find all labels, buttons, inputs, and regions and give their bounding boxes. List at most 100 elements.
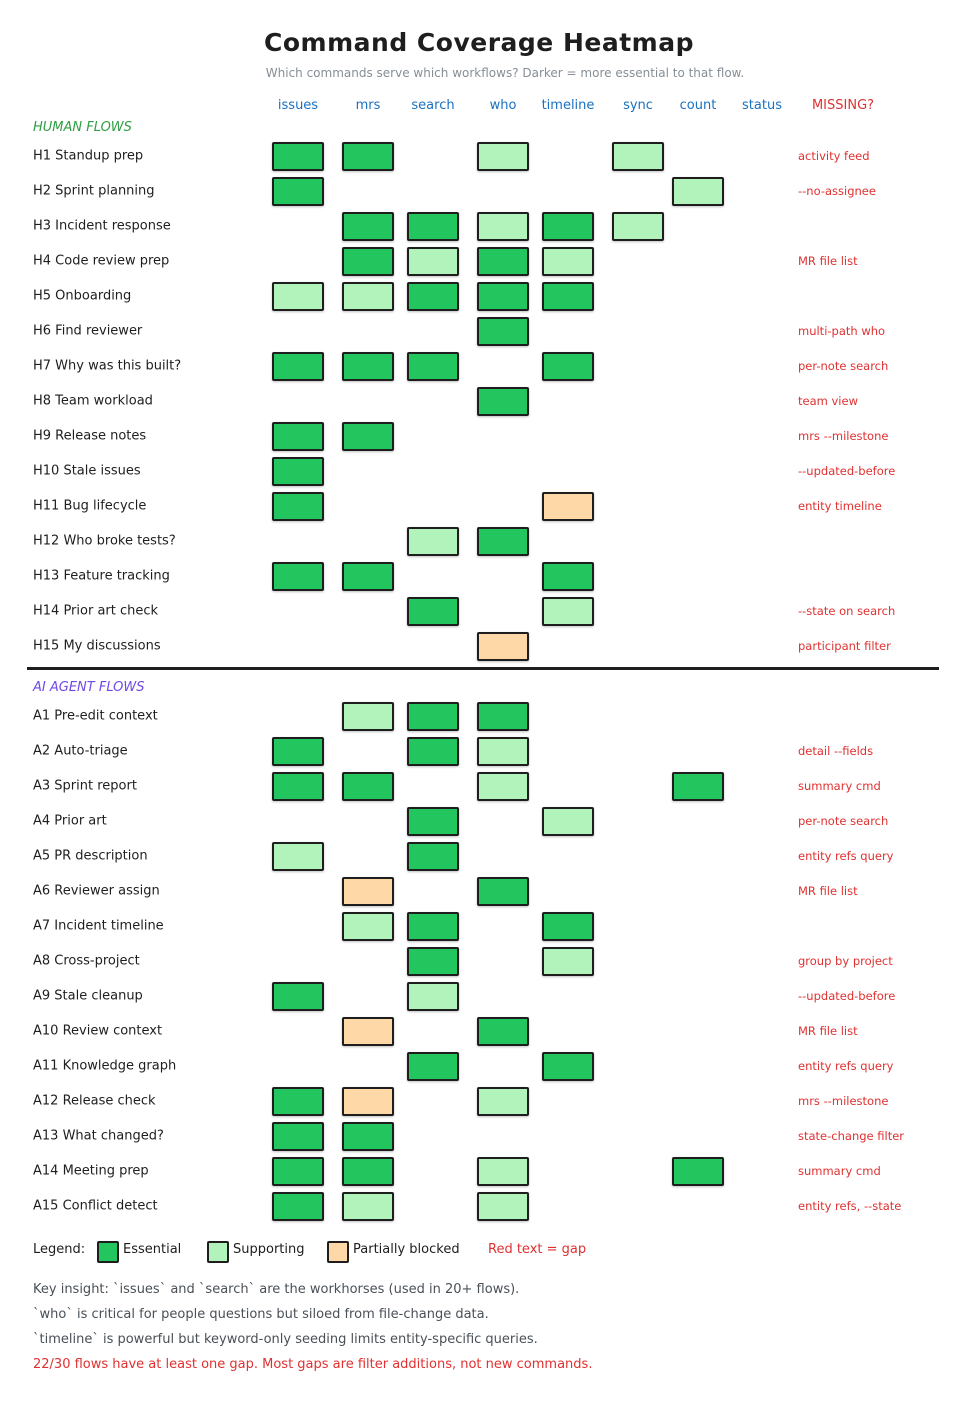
row-label: H8 Team workload (33, 393, 153, 409)
heatmap-cell-essential (272, 982, 324, 1011)
heatmap-cell-supporting (477, 212, 529, 241)
heatmap-cell-supporting (407, 982, 459, 1011)
section-divider (27, 667, 939, 670)
row-label: H2 Sprint planning (33, 183, 155, 199)
heatmap-cell-supporting (477, 1192, 529, 1221)
heatmap-cell-essential (272, 1192, 324, 1221)
gap-text: state-change filter (798, 1129, 905, 1143)
heatmap-cell-supporting (542, 597, 594, 626)
heatmap-cell-essential (542, 562, 594, 591)
column-header-missing: MISSING? (811, 98, 875, 113)
heatmap-cell-essential (342, 562, 394, 591)
gap-text: mrs --milestone (798, 429, 889, 443)
row-label: H5 Onboarding (33, 288, 132, 304)
heatmap-cell-essential (542, 352, 594, 381)
note-line: `timeline` is powerful but keyword-only … (33, 1332, 538, 1347)
heatmap-cell-essential (407, 1052, 459, 1081)
legend-gap-note: Red text = gap (488, 1242, 587, 1257)
row-label: H1 Standup prep (33, 148, 144, 164)
group-header: HUMAN FLOWS (33, 120, 132, 135)
heatmap-cell-essential (477, 317, 529, 346)
gap-text: --state on search (798, 604, 896, 618)
row-label: A2 Auto-triage (33, 743, 128, 759)
heatmap-cell-essential (272, 772, 324, 801)
heatmap-cell-essential (272, 422, 324, 451)
row-label: A1 Pre-edit context (33, 708, 158, 724)
heatmap-cell-essential (272, 737, 324, 766)
heatmap-cell-supporting (542, 947, 594, 976)
heatmap-cell-supporting (477, 1087, 529, 1116)
gap-text: entity refs query (798, 1059, 894, 1073)
legend-swatch-supporting (207, 1241, 229, 1263)
row-label: A5 PR description (33, 848, 148, 864)
heatmap-cell-essential (272, 457, 324, 486)
heatmap-cell-essential (407, 282, 459, 311)
heatmap-cell-partially-blocked (342, 1017, 394, 1046)
heatmap-cell-partially-blocked (342, 1087, 394, 1116)
heatmap-cell-supporting (542, 807, 594, 836)
gap-text: MR file list (798, 1024, 858, 1038)
heatmap-cell-supporting (342, 1192, 394, 1221)
legend-partial: Partially blocked (353, 1242, 460, 1257)
row-label: A6 Reviewer assign (33, 883, 160, 899)
gap-text: activity feed (798, 149, 870, 163)
column-header-mrs: mrs (355, 98, 381, 113)
heatmap-cell-essential (342, 1122, 394, 1151)
heatmap-cell-supporting (272, 282, 324, 311)
heatmap-cell-supporting (342, 702, 394, 731)
heatmap-cell-supporting (612, 212, 664, 241)
heatmap-cell-essential (272, 177, 324, 206)
column-header-sync: sync (623, 98, 653, 113)
heatmap-cell-essential (272, 492, 324, 521)
heatmap-cell-essential (272, 1087, 324, 1116)
gap-text: team view (798, 394, 858, 408)
heatmap-cell-essential (407, 842, 459, 871)
gap-text: --updated-before (798, 989, 896, 1003)
heatmap-cell-supporting (477, 1157, 529, 1186)
row-label: A11 Knowledge graph (33, 1058, 177, 1074)
legend-swatch-essential (97, 1241, 119, 1263)
gap-text: --updated-before (798, 464, 896, 478)
gap-text: entity refs query (798, 849, 894, 863)
heatmap-cell-essential (407, 597, 459, 626)
row-label: A9 Stale cleanup (33, 988, 143, 1004)
gap-text: MR file list (798, 884, 858, 898)
heatmap-cell-essential (407, 807, 459, 836)
heatmap-cell-partially-blocked (477, 632, 529, 661)
summary-note: 22/30 flows have at least one gap. Most … (33, 1357, 593, 1372)
heatmap-cell-essential (542, 282, 594, 311)
heatmap-cell-essential (477, 1017, 529, 1046)
row-label: H10 Stale issues (33, 463, 141, 479)
heatmap-cell-essential (407, 947, 459, 976)
heatmap-cell-supporting (612, 142, 664, 171)
heatmap-cell-supporting (272, 842, 324, 871)
heatmap-cell-supporting (342, 282, 394, 311)
heatmap-cell-essential (342, 772, 394, 801)
gap-text: entity refs, --state (798, 1199, 902, 1213)
heatmap-cell-essential (477, 702, 529, 731)
row-label: H15 My discussions (33, 638, 161, 654)
column-header-search: search (411, 98, 455, 113)
row-label: A7 Incident timeline (33, 918, 164, 934)
gap-text: mrs --milestone (798, 1094, 889, 1108)
heatmap-cell-essential (542, 212, 594, 241)
gap-text: summary cmd (798, 779, 881, 793)
heatmap-cell-essential (342, 142, 394, 171)
gap-text: per-note search (798, 814, 889, 828)
heatmap-cell-essential (672, 772, 724, 801)
row-label: H9 Release notes (33, 428, 147, 444)
heatmap-cell-partially-blocked (542, 492, 594, 521)
row-label: A3 Sprint report (33, 778, 137, 794)
heatmap-cell-essential (407, 912, 459, 941)
heatmap-cell-essential (672, 1157, 724, 1186)
heatmap-cell-supporting (407, 247, 459, 276)
row-label: A10 Review context (33, 1023, 163, 1039)
group-header: AI AGENT FLOWS (33, 680, 145, 695)
heatmap-cell-essential (342, 247, 394, 276)
note-line: Key insight: `issues` and `search` are t… (33, 1282, 520, 1297)
heatmap-cell-essential (407, 702, 459, 731)
row-label: A14 Meeting prep (33, 1163, 149, 1179)
heatmap-cell-essential (272, 562, 324, 591)
row-label: H6 Find reviewer (33, 323, 143, 339)
heatmap-cell-essential (477, 247, 529, 276)
